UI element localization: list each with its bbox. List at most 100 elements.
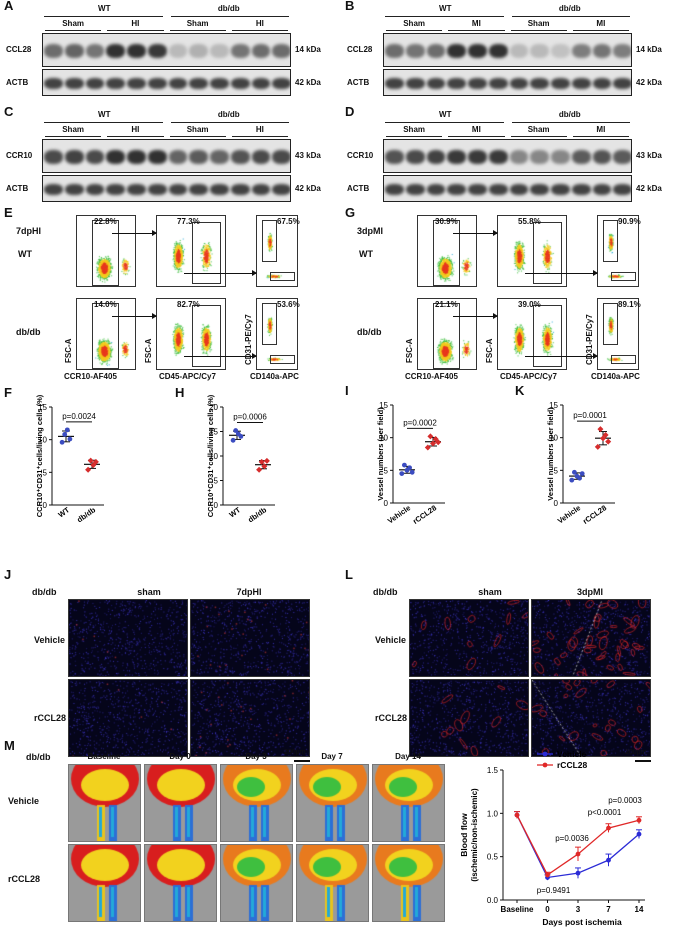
blot-band — [210, 44, 229, 58]
legend-marker — [542, 751, 548, 757]
category-label: db/db — [246, 505, 268, 524]
condition-label: HI — [131, 125, 140, 134]
blot-band — [447, 184, 466, 195]
condition-line — [572, 136, 629, 137]
flow-gate — [533, 222, 563, 284]
group-line — [511, 122, 630, 123]
blot-band — [385, 184, 404, 195]
condition-line — [169, 136, 226, 137]
perfusion-map — [373, 845, 444, 921]
group-line — [385, 16, 504, 17]
blot-band — [127, 44, 146, 58]
blot-band — [551, 78, 570, 89]
blot-membrane — [383, 175, 632, 202]
data-point — [597, 426, 604, 433]
ldi-image — [220, 764, 293, 842]
flow-plot — [76, 298, 136, 370]
column-label-sham: sham — [478, 587, 502, 597]
p-value-label: p=0.0036 — [555, 834, 589, 843]
blot-band — [189, 44, 208, 58]
flow-density-dots — [598, 216, 638, 286]
category-label: rCCL28 — [411, 503, 438, 526]
y-tick-label: 15 — [38, 403, 47, 412]
data-point — [87, 457, 94, 464]
flow-gate-secondary — [610, 272, 636, 281]
flow-density-dots — [157, 216, 225, 286]
data-point — [594, 443, 601, 450]
blot-band — [64, 78, 84, 89]
blot-band — [85, 44, 105, 58]
flow-gate — [603, 303, 618, 345]
y-axis-label-3: CD31-PE/Cy7 — [585, 314, 594, 365]
blot-band — [251, 78, 271, 89]
blot-band — [592, 78, 612, 89]
scale-bar-label: 200μm — [625, 749, 647, 756]
perfusion-map — [373, 765, 444, 841]
data-point — [258, 458, 265, 465]
blot-membrane — [383, 33, 632, 67]
group-label-dbdb: db/db — [558, 110, 581, 119]
panel-letter: J — [4, 567, 12, 582]
fluorescence-signal — [532, 600, 650, 676]
blot-band — [447, 150, 466, 164]
column-label-sham: sham — [137, 587, 161, 597]
data-point — [92, 458, 99, 465]
y-tick-label: 0 — [43, 501, 48, 510]
row-label: CCR10 — [6, 151, 33, 160]
legend-label: rCCL28 — [557, 760, 588, 770]
flow-plot — [156, 298, 226, 370]
y-tick-label: 5 — [554, 466, 559, 475]
blot-band — [44, 184, 63, 195]
group-line — [170, 122, 289, 123]
row-label: CCR10 — [347, 151, 374, 160]
gate-percentage: 53.6% — [277, 300, 300, 309]
y-tick-label: 10 — [549, 434, 558, 443]
gate-percentage: 14.0% — [94, 300, 117, 309]
strain-label: db/db — [26, 752, 51, 762]
condition-line — [510, 30, 567, 31]
gating-arrow — [184, 353, 257, 359]
y-tick-label: 0.5 — [487, 853, 499, 862]
category-label: rCCL28 — [581, 503, 608, 526]
data-point — [606, 857, 611, 863]
y-axis-label: CCR10⁺CD31⁺cells/living cells (%) — [206, 394, 215, 517]
category-label: Vehicle — [386, 503, 412, 525]
kda-label: 14 kDa — [295, 45, 321, 54]
data-point — [409, 469, 415, 475]
flow-plot — [497, 298, 567, 370]
blot-band — [64, 150, 84, 164]
blot-band — [44, 150, 63, 164]
row-label: ACTB — [6, 183, 29, 193]
data-point — [427, 433, 434, 440]
ldi-image — [220, 844, 293, 922]
y-tick-label: 1.0 — [487, 809, 499, 818]
data-point — [606, 825, 611, 831]
x-axis-label-2: CD45-APC/Cy7 — [500, 372, 557, 381]
condition-line — [45, 136, 102, 137]
blot-membrane — [42, 69, 291, 96]
blot-band — [106, 184, 125, 195]
kda-label: 42 kDa — [295, 77, 321, 87]
time-label: 3dpMI — [357, 226, 383, 236]
data-point — [230, 437, 236, 443]
blot-band — [592, 150, 612, 164]
blot-band — [571, 78, 591, 89]
fluorescence-signal — [410, 680, 528, 756]
blot-membrane — [42, 175, 291, 202]
row-label-wt: WT — [18, 249, 32, 259]
gate-percentage: 90.9% — [618, 217, 641, 226]
panel-letter: H — [175, 385, 185, 400]
blot-band — [189, 150, 208, 164]
group-line — [44, 122, 163, 123]
gating-arrow — [112, 313, 157, 319]
group-line — [385, 122, 504, 123]
y-tick-label: 0 — [384, 499, 389, 508]
blot-band — [210, 150, 229, 164]
group-label-wt: WT — [439, 110, 452, 119]
blot-band — [168, 44, 188, 58]
data-point — [577, 475, 582, 481]
blot-band — [189, 78, 208, 89]
p-value-label: p=0.0003 — [608, 796, 642, 805]
